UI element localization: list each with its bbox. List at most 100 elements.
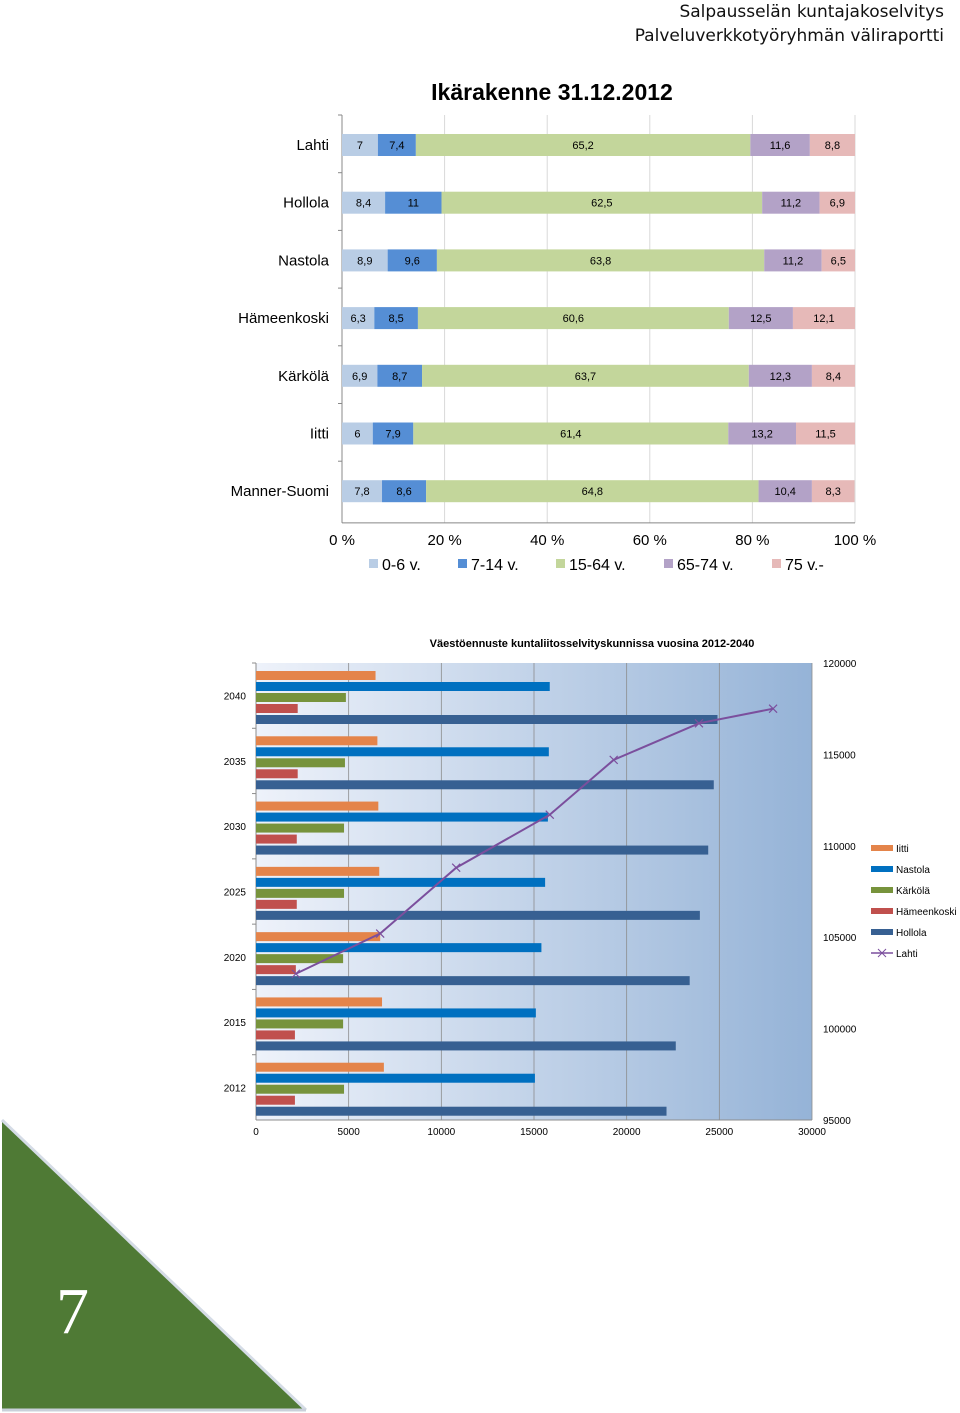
bar bbox=[256, 682, 550, 691]
bar-segment bbox=[377, 134, 416, 156]
x-tick-label: 20000 bbox=[613, 1127, 641, 1138]
legend-label: 75 v.- bbox=[785, 557, 824, 574]
bar bbox=[256, 866, 380, 876]
bar bbox=[256, 1062, 384, 1072]
bar-segment bbox=[819, 191, 855, 214]
category-label: Manner-Suomi bbox=[231, 483, 329, 500]
data-label: 8,6 bbox=[396, 486, 411, 498]
data-label: 7,9 bbox=[385, 429, 400, 441]
line-marker bbox=[291, 969, 301, 979]
data-label: 7,8 bbox=[354, 486, 369, 498]
bar-segment bbox=[342, 307, 375, 330]
bar bbox=[256, 965, 296, 975]
x-tick-label: 5000 bbox=[338, 1127, 361, 1138]
bar-segment bbox=[750, 134, 810, 156]
y2-tick-label: 105000 bbox=[823, 933, 857, 944]
x-tick-label: 0 % bbox=[329, 532, 355, 549]
bar bbox=[256, 1106, 667, 1116]
line-marker bbox=[768, 704, 778, 714]
x-tick-label: 0 bbox=[253, 1127, 259, 1138]
bar bbox=[256, 812, 548, 822]
bar-segment bbox=[374, 307, 418, 330]
legend-label: 65-74 v. bbox=[677, 557, 734, 574]
bar bbox=[256, 899, 297, 909]
bar-segment bbox=[811, 364, 855, 387]
bar-segment bbox=[764, 249, 822, 272]
bar bbox=[256, 704, 298, 713]
bar bbox=[256, 747, 549, 757]
bar-segment bbox=[385, 191, 442, 214]
bar-segment bbox=[342, 134, 378, 156]
legend-swatch bbox=[772, 559, 781, 568]
x-tick-label: 20 % bbox=[427, 532, 461, 549]
bar bbox=[256, 1019, 344, 1029]
data-label: 65,2 bbox=[572, 140, 593, 152]
bar bbox=[256, 715, 718, 724]
data-label: 12,3 bbox=[770, 371, 791, 383]
legend-label: Hollola bbox=[896, 928, 927, 939]
age-structure-chart: Ikärakenne 31.12.2012 0 % 20 % 40 % 60 % 80 %… bbox=[231, 79, 877, 574]
data-label: 10,4 bbox=[775, 486, 796, 498]
x-tick-label: 30000 bbox=[798, 1127, 826, 1138]
category-label: Hollola bbox=[283, 195, 330, 212]
category-label: Iitti bbox=[310, 426, 329, 443]
data-label: 11,2 bbox=[783, 255, 804, 267]
y2-tick-label: 120000 bbox=[823, 659, 857, 670]
category-label: 2030 bbox=[224, 822, 247, 833]
bar-segment bbox=[342, 249, 388, 272]
data-label: 8,3 bbox=[826, 486, 841, 498]
bar bbox=[256, 1030, 295, 1040]
legend-swatch bbox=[664, 559, 673, 568]
bar-segment bbox=[422, 364, 749, 387]
y2-tick-label: 115000 bbox=[823, 750, 856, 761]
bar-segment bbox=[792, 307, 855, 330]
line-marker bbox=[694, 718, 704, 728]
bar bbox=[256, 823, 345, 833]
bar-segment bbox=[748, 364, 812, 387]
x-tick-label: 15000 bbox=[520, 1127, 548, 1138]
legend-swatch bbox=[458, 559, 467, 568]
bar bbox=[256, 1008, 536, 1018]
category-label: Kärkölä bbox=[278, 368, 330, 385]
data-label: 64,8 bbox=[582, 486, 603, 498]
legend-label: 0-6 v. bbox=[382, 557, 421, 574]
x-tick-label: 25000 bbox=[705, 1127, 733, 1138]
legend-swatch bbox=[871, 845, 893, 851]
bar-segment bbox=[811, 480, 855, 503]
data-label: 6,9 bbox=[352, 371, 367, 383]
legend-label: Iitti bbox=[896, 844, 909, 855]
data-label: 6,9 bbox=[830, 198, 845, 210]
bar bbox=[256, 671, 376, 680]
line-marker bbox=[609, 755, 619, 765]
bar-segment bbox=[758, 480, 812, 503]
legend-swatch bbox=[871, 866, 893, 872]
category-label: 2035 bbox=[224, 757, 247, 768]
data-label: 8,8 bbox=[825, 140, 840, 152]
bar bbox=[256, 1084, 345, 1094]
bar bbox=[256, 780, 714, 790]
line-marker bbox=[451, 863, 461, 873]
bar-segment bbox=[441, 191, 763, 214]
bar-segment bbox=[417, 307, 729, 330]
legend-label: Hämeenkoski bbox=[896, 907, 957, 918]
data-label: 60,6 bbox=[563, 313, 584, 325]
legend-label: 15-64 v. bbox=[569, 557, 626, 574]
data-label: 63,8 bbox=[590, 255, 611, 267]
x-tick-label: 80 % bbox=[735, 532, 769, 549]
bar bbox=[256, 834, 297, 844]
page-corner-triangle bbox=[0, 1118, 308, 1412]
bar-segment bbox=[372, 422, 414, 445]
category-label: Hämeenkoski bbox=[238, 310, 329, 327]
legend-label: Nastola bbox=[896, 865, 930, 876]
bar-segment bbox=[342, 480, 383, 503]
data-label: 12,1 bbox=[813, 313, 834, 325]
data-label: 62,5 bbox=[591, 198, 612, 210]
bar bbox=[256, 758, 345, 768]
legend-swatch bbox=[369, 559, 378, 568]
bar-segment bbox=[415, 134, 751, 156]
bar bbox=[256, 1073, 535, 1083]
bar-segment bbox=[796, 422, 855, 445]
data-label: 6,3 bbox=[351, 313, 366, 325]
data-label: 11,6 bbox=[770, 140, 791, 152]
bar bbox=[256, 769, 298, 779]
